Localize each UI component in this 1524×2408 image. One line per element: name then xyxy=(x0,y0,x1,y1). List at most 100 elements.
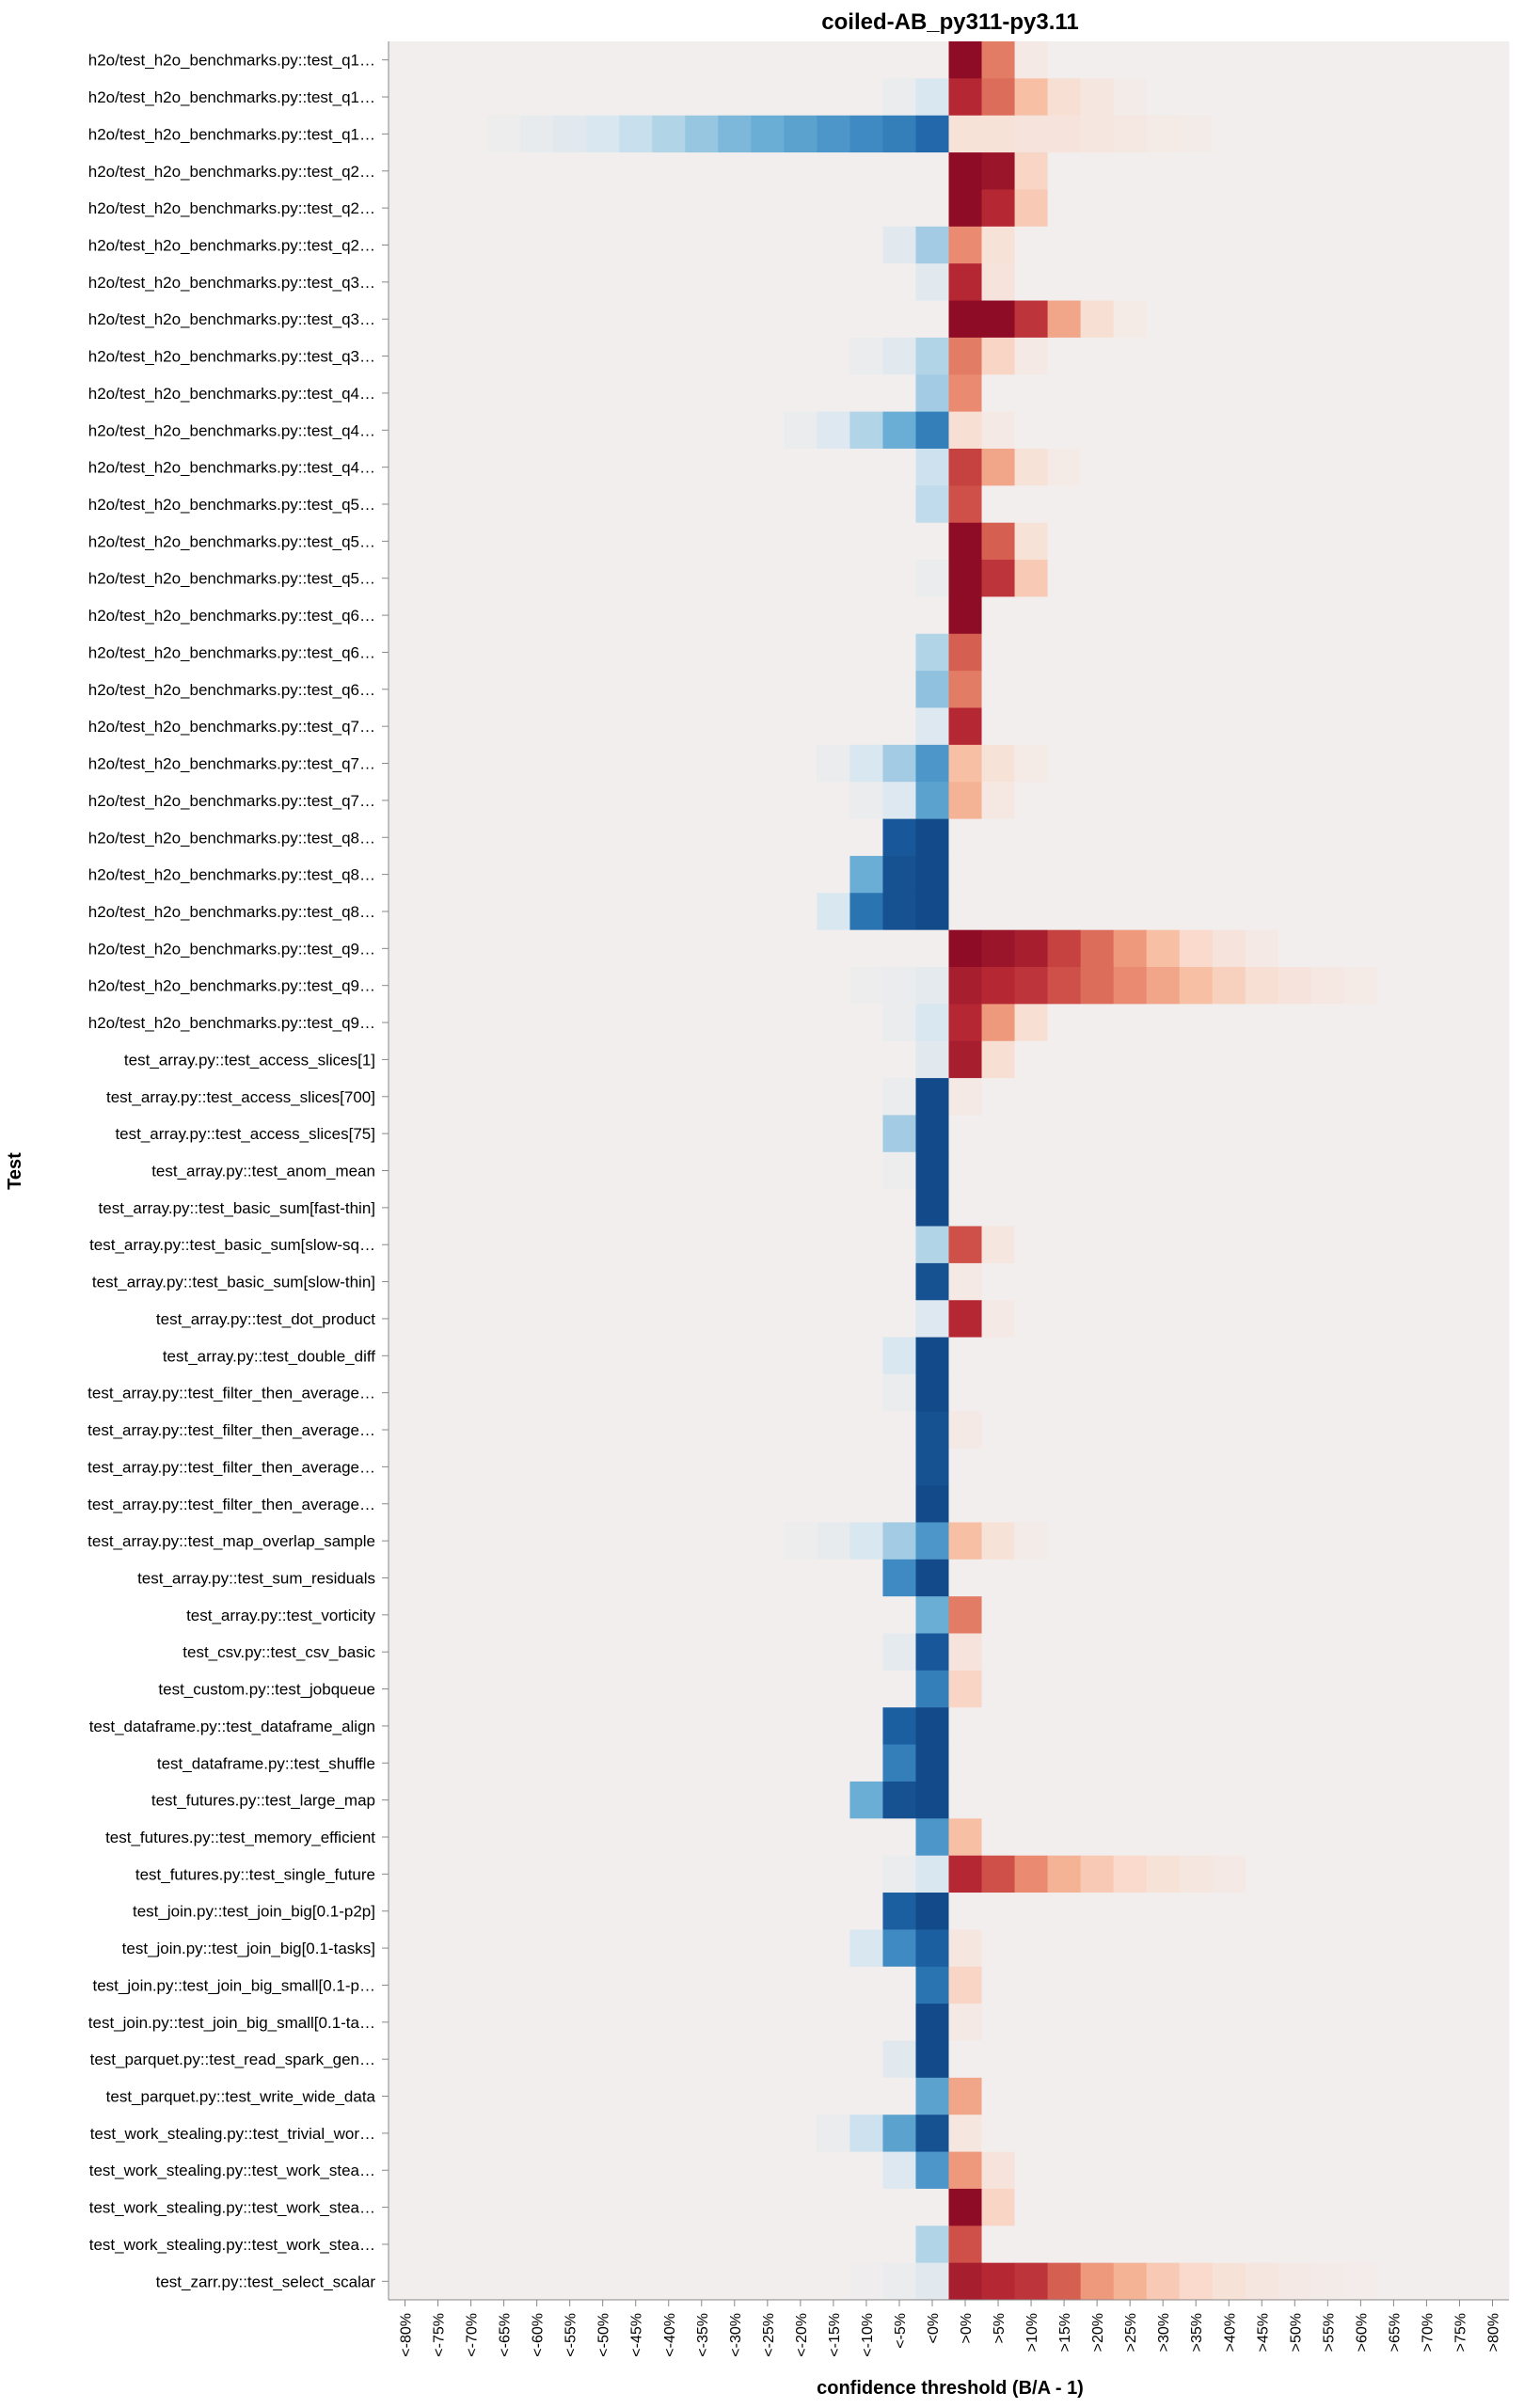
heatmap-cell xyxy=(1047,1337,1082,1375)
heatmap-cell xyxy=(915,1522,949,1560)
heatmap-cell xyxy=(619,671,653,708)
heatmap-cell xyxy=(849,2151,883,2190)
heatmap-cell xyxy=(619,448,653,486)
heatmap-cell xyxy=(784,2004,818,2041)
heatmap-cell xyxy=(882,671,916,708)
y-tick-label: test_dataframe.py::test_dataframe_align xyxy=(89,1718,375,1735)
heatmap-cell xyxy=(1179,2151,1214,2190)
heatmap-cell xyxy=(817,1596,850,1634)
heatmap-cell xyxy=(1376,782,1411,819)
heatmap-cell xyxy=(1343,596,1378,635)
heatmap-cell xyxy=(1080,560,1115,597)
heatmap-cell xyxy=(1047,782,1082,819)
heatmap-cell xyxy=(520,596,554,635)
heatmap-cell xyxy=(784,560,818,597)
heatmap-cell xyxy=(1014,411,1048,450)
heatmap-cell xyxy=(520,1707,554,1745)
heatmap-cell xyxy=(1212,41,1246,79)
heatmap-cell xyxy=(948,1596,982,1634)
heatmap-cell xyxy=(454,2077,488,2115)
heatmap-cell xyxy=(1310,1337,1345,1375)
heatmap-cell xyxy=(619,522,653,561)
heatmap-cell xyxy=(1475,707,1510,746)
heatmap-cell xyxy=(948,1855,982,1893)
heatmap-cell xyxy=(652,1966,686,2004)
heatmap-cell xyxy=(586,1893,620,1930)
heatmap-cell xyxy=(1014,1966,1048,2004)
heatmap-cell xyxy=(882,1004,916,1042)
heatmap-cell xyxy=(751,1115,785,1153)
heatmap-cell xyxy=(421,1966,455,2004)
heatmap-cell xyxy=(718,1559,752,1597)
heatmap-cell xyxy=(1376,337,1411,375)
heatmap-cell xyxy=(586,1818,620,1857)
heatmap-cell xyxy=(586,1559,620,1597)
heatmap-cell xyxy=(1409,2077,1444,2115)
heatmap-cell xyxy=(1146,2188,1181,2226)
heatmap-cell xyxy=(1310,1151,1345,1190)
heatmap-cell xyxy=(1310,1226,1345,1264)
heatmap-cell xyxy=(981,596,1015,635)
heatmap-cell xyxy=(1278,1966,1312,2004)
heatmap-cell xyxy=(586,560,620,597)
heatmap-cell xyxy=(849,1522,883,1560)
heatmap-cell xyxy=(784,1559,818,1597)
heatmap-cell xyxy=(1080,78,1115,117)
heatmap-cell xyxy=(520,1040,554,1079)
heatmap-cell xyxy=(1310,1781,1345,1819)
heatmap-cell xyxy=(882,411,916,450)
heatmap-cell xyxy=(784,1226,818,1264)
heatmap-cell xyxy=(849,744,883,783)
heatmap-cell xyxy=(817,818,850,857)
x-tick-label: <-60% xyxy=(531,2313,547,2357)
heatmap-cell xyxy=(520,1151,554,1190)
heatmap-cell xyxy=(1343,1189,1378,1227)
heatmap-cell xyxy=(718,1189,752,1227)
heatmap-cell xyxy=(1014,1411,1048,1450)
heatmap-cell xyxy=(915,744,949,783)
heatmap-cell xyxy=(1113,2226,1148,2264)
heatmap-cell xyxy=(1146,1929,1181,1968)
heatmap-cell xyxy=(1080,671,1115,708)
heatmap-cell xyxy=(718,1040,752,1079)
heatmap-cell xyxy=(553,1115,587,1153)
x-tick-label: >40% xyxy=(1222,2313,1238,2352)
heatmap-cell xyxy=(1343,744,1378,783)
heatmap-cell xyxy=(454,1373,488,1412)
heatmap-cell xyxy=(1047,1818,1082,1857)
heatmap-cell xyxy=(1278,1929,1312,1968)
x-tick-label: >70% xyxy=(1420,2313,1436,2352)
heatmap-cell xyxy=(1245,1596,1279,1634)
heatmap-cell xyxy=(948,1670,982,1708)
heatmap-cell xyxy=(1278,1040,1312,1079)
heatmap-cell xyxy=(553,929,587,968)
heatmap-cell xyxy=(718,2040,752,2079)
heatmap-cell xyxy=(1212,2077,1246,2115)
heatmap-cell xyxy=(421,1411,455,1450)
heatmap-cell xyxy=(487,1929,521,1968)
heatmap-cell xyxy=(1376,744,1411,783)
heatmap-cell xyxy=(1014,1078,1048,1116)
heatmap-cell xyxy=(915,893,949,931)
heatmap-cell xyxy=(915,707,949,746)
heatmap-cell xyxy=(389,1485,422,1523)
x-tick-label: >55% xyxy=(1321,2313,1337,2352)
heatmap-cell xyxy=(1475,855,1510,894)
heatmap-cell xyxy=(389,2151,422,2190)
heatmap-cell xyxy=(882,2077,916,2115)
heatmap-cell xyxy=(454,300,488,339)
y-tick-label: h2o/test_h2o_benchmarks.py::test_q9… xyxy=(88,1014,375,1032)
heatmap-cell xyxy=(1343,1818,1378,1857)
heatmap-cell xyxy=(520,893,554,931)
heatmap-cell xyxy=(1146,671,1181,708)
heatmap-cell xyxy=(1080,818,1115,857)
heatmap-cell xyxy=(1409,1559,1444,1597)
heatmap-cell xyxy=(1212,1337,1246,1375)
heatmap-cell xyxy=(849,1411,883,1450)
heatmap-cell xyxy=(520,1929,554,1968)
heatmap-cell xyxy=(1146,818,1181,857)
heatmap-cell xyxy=(389,1151,422,1190)
heatmap-cell xyxy=(1212,152,1246,190)
heatmap-cell xyxy=(487,1337,521,1375)
heatmap-cell xyxy=(1245,1262,1279,1301)
